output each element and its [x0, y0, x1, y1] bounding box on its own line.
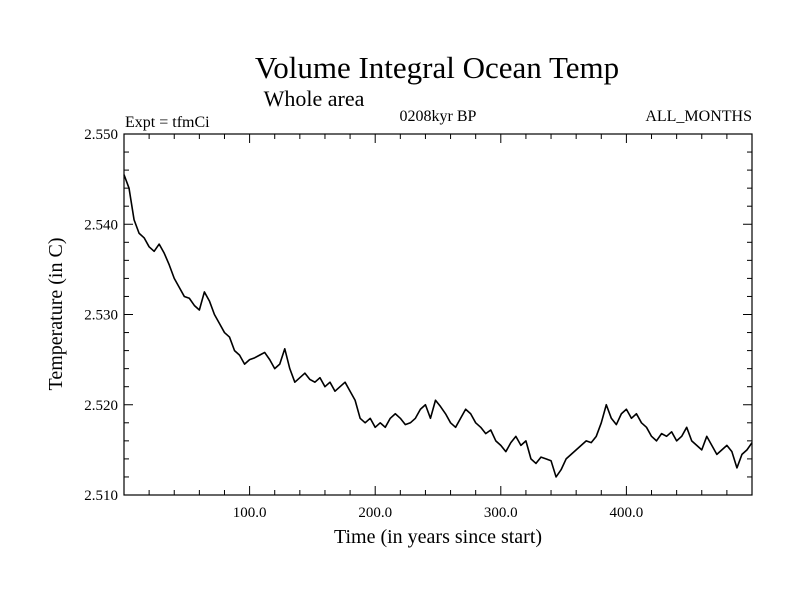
chart-subtitle: Whole area	[264, 86, 365, 111]
annotation-left: Expt = tfmCi	[125, 114, 210, 131]
y-tick-label: 2.510	[84, 488, 118, 504]
y-tick-label: 2.520	[84, 398, 118, 414]
annotation-right: ALL_MONTHS	[645, 108, 752, 125]
axis-tick-labels: 100.0 200.0 300.0 400.0 2.510 2.520 2.530 2.540…	[84, 127, 643, 521]
y-axis-label: Temperature (in C)	[45, 238, 67, 391]
axis-ticks	[124, 133, 752, 496]
series-line	[123, 174, 753, 478]
x-axis-label: Time (in years since start)	[334, 526, 542, 548]
x-tick-label: 100.0	[233, 505, 267, 521]
annotation-center: 0208kyr BP	[400, 108, 477, 125]
y-tick-label: 2.550	[84, 127, 118, 143]
x-tick-label: 400.0	[610, 505, 644, 521]
y-tick-label: 2.540	[84, 217, 118, 233]
y-tick-label: 2.530	[84, 308, 118, 324]
x-tick-label: 300.0	[484, 505, 518, 521]
plot-frame	[123, 133, 753, 496]
x-tick-label: 200.0	[358, 505, 392, 521]
chart-title: Volume Integral Ocean Temp	[255, 50, 619, 85]
